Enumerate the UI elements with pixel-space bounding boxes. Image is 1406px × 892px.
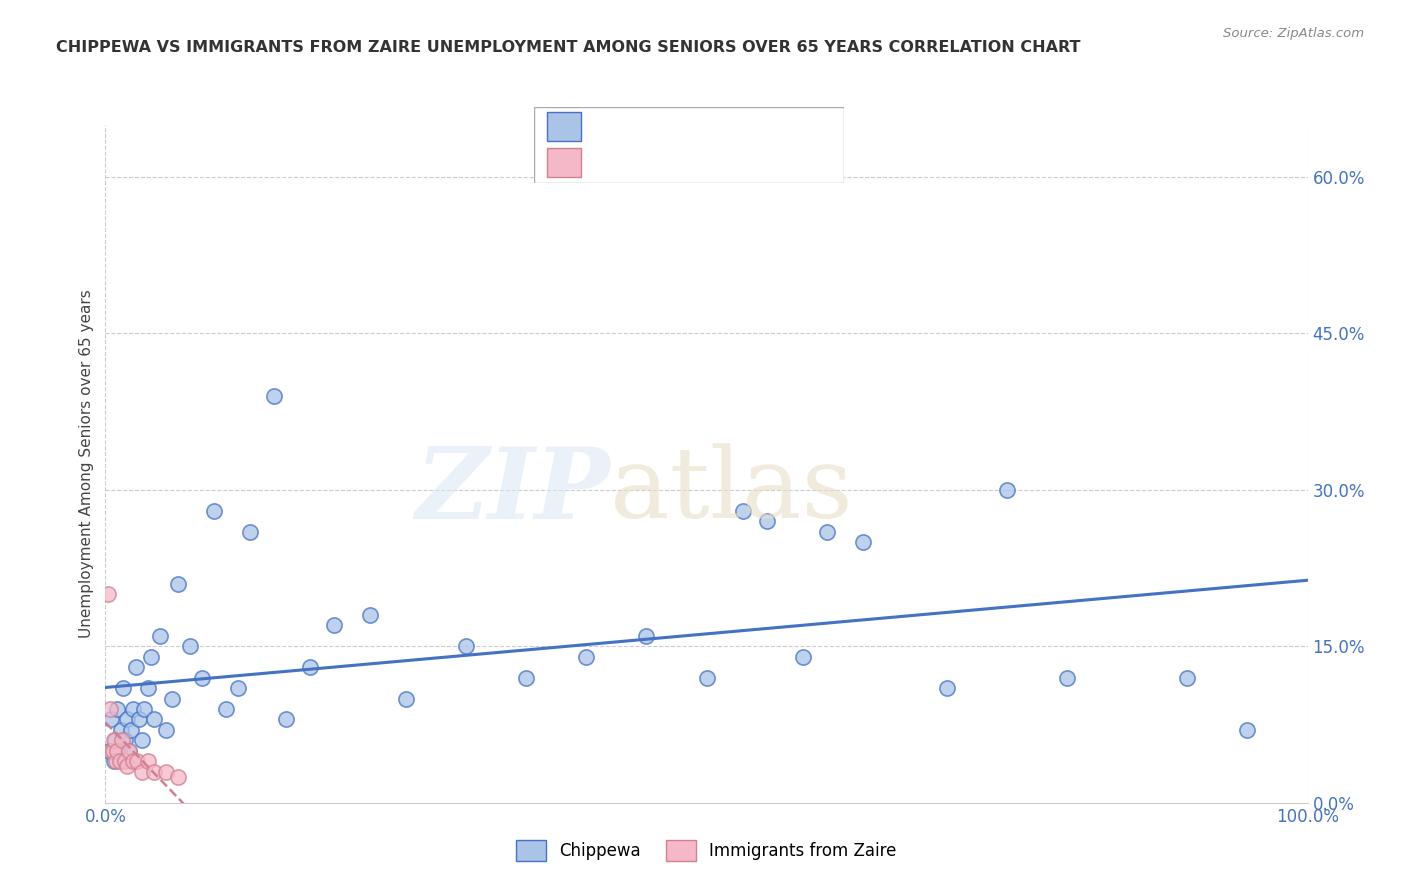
Point — [155, 764, 177, 779]
Point — [136, 754, 159, 768]
Text: N =: N = — [720, 155, 756, 169]
Point — [108, 754, 131, 768]
Point — [395, 691, 418, 706]
Point — [274, 712, 297, 726]
Point — [100, 744, 122, 758]
Text: 19: 19 — [769, 155, 792, 169]
Point — [1236, 723, 1258, 737]
Point — [131, 733, 153, 747]
Point — [160, 691, 183, 706]
Point — [1056, 671, 1078, 685]
Point — [122, 702, 145, 716]
Text: CHIPPEWA VS IMMIGRANTS FROM ZAIRE UNEMPLOYMENT AMONG SENIORS OVER 65 YEARS CORRE: CHIPPEWA VS IMMIGRANTS FROM ZAIRE UNEMPL… — [56, 40, 1081, 55]
Point — [115, 712, 138, 726]
Point — [148, 629, 170, 643]
Point — [103, 733, 125, 747]
Text: atlas: atlas — [610, 443, 853, 539]
Text: 0.126: 0.126 — [645, 120, 702, 135]
Point — [731, 504, 754, 518]
Point — [131, 764, 153, 779]
Text: -0.104: -0.104 — [645, 155, 703, 169]
Y-axis label: Unemployment Among Seniors over 65 years: Unemployment Among Seniors over 65 years — [79, 290, 94, 638]
Bar — [547, 148, 581, 177]
Point — [125, 754, 148, 768]
Point — [104, 733, 127, 747]
Point — [263, 389, 285, 403]
Point — [298, 660, 321, 674]
Text: R =: R = — [593, 120, 628, 135]
Point — [155, 723, 177, 737]
Point — [166, 576, 188, 591]
Point — [755, 514, 778, 528]
Point — [515, 671, 537, 685]
Point — [120, 723, 142, 737]
Bar — [547, 112, 581, 141]
Point — [454, 640, 477, 654]
Point — [128, 712, 150, 726]
Point — [98, 702, 121, 716]
Point — [139, 649, 162, 664]
Point — [575, 649, 598, 664]
Point — [142, 712, 165, 726]
Point — [115, 759, 138, 773]
Legend: Chippewa, Immigrants from Zaire: Chippewa, Immigrants from Zaire — [508, 832, 905, 869]
Point — [179, 640, 201, 654]
Point — [100, 712, 122, 726]
Point — [792, 649, 814, 664]
Point — [103, 754, 125, 768]
Point — [359, 608, 381, 623]
Point — [114, 733, 136, 747]
Point — [107, 744, 129, 758]
Point — [110, 723, 132, 737]
Point — [214, 702, 236, 716]
Point — [132, 702, 155, 716]
Point — [101, 744, 124, 758]
FancyBboxPatch shape — [534, 107, 844, 183]
Text: 51: 51 — [769, 120, 792, 135]
Text: Source: ZipAtlas.com: Source: ZipAtlas.com — [1223, 27, 1364, 40]
Point — [112, 681, 135, 695]
Point — [118, 744, 141, 758]
Point — [98, 744, 121, 758]
Text: R =: R = — [593, 155, 628, 169]
Point — [239, 524, 262, 539]
Point — [114, 754, 136, 768]
Point — [107, 702, 129, 716]
Point — [190, 671, 212, 685]
Point — [322, 618, 344, 632]
Point — [136, 681, 159, 695]
Point — [636, 629, 658, 643]
Point — [105, 754, 128, 768]
Point — [815, 524, 838, 539]
Point — [852, 535, 875, 549]
Point — [995, 483, 1018, 497]
Point — [166, 770, 188, 784]
Point — [111, 733, 134, 747]
Point — [1175, 671, 1198, 685]
Point — [142, 764, 165, 779]
Text: N =: N = — [720, 120, 756, 135]
Point — [696, 671, 718, 685]
Point — [202, 504, 225, 518]
Point — [936, 681, 959, 695]
Point — [122, 754, 145, 768]
Point — [107, 744, 129, 758]
Point — [118, 744, 141, 758]
Text: ZIP: ZIP — [415, 442, 610, 539]
Point — [97, 587, 120, 601]
Point — [226, 681, 249, 695]
Point — [124, 660, 146, 674]
